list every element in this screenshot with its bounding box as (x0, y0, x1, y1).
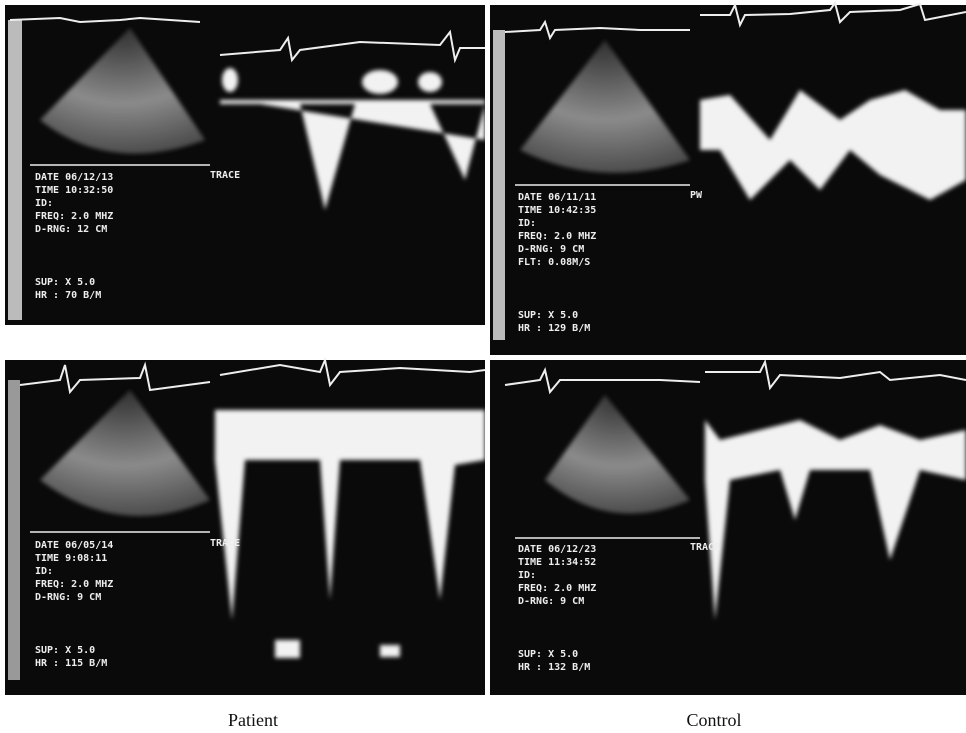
screen-text: DATE 06/12/23 (518, 544, 596, 555)
screen-text: TIME 9:08:11 (35, 553, 107, 564)
screen-text: TIME 11:34:52 (518, 557, 596, 568)
screen-text: SUP: X 5.0 (518, 649, 578, 660)
panel (490, 5, 966, 355)
screen-text: HR : 132 B/M (518, 662, 590, 673)
screen-text: SUP: X 5.0 (35, 277, 95, 288)
screen-text: FREQ: 2.0 MHZ (35, 211, 113, 222)
screen-text: FREQ: 2.0 MHZ (518, 231, 596, 242)
screen-text: ID: (518, 218, 536, 229)
screen-text: FREQ: 2.0 MHZ (35, 579, 113, 590)
screen-text: D-RNG: 9 CM (518, 596, 584, 607)
screen-label: TRACE (690, 542, 720, 553)
screen-label: PW (690, 190, 703, 201)
caption: Patient (228, 710, 278, 730)
screen-text: FLT: 0.08M/S (518, 257, 590, 268)
screen-text: ID: (518, 570, 536, 581)
echo-images (40, 28, 690, 516)
screen-text: DATE 06/05/14 (35, 540, 113, 551)
screen-text: HR : 70 B/M (35, 290, 101, 301)
screen-text: D-RNG: 9 CM (518, 244, 584, 255)
doppler-spectra (215, 68, 966, 658)
grey-scale-bar (493, 30, 505, 340)
grey-scale-bar (8, 20, 22, 320)
screen-text: HR : 115 B/M (35, 658, 107, 669)
screen-text: ID: (35, 566, 53, 577)
screen-text: FREQ: 2.0 MHZ (518, 583, 596, 594)
screen-text: SUP: X 5.0 (35, 645, 95, 656)
screen-text: TIME 10:42:35 (518, 205, 596, 216)
screen-label: TRACE (210, 538, 240, 549)
caption: Control (686, 710, 741, 730)
screen-text: HR : 129 B/M (518, 323, 590, 334)
screen-text: D-RNG: 12 CM (35, 224, 107, 235)
screen-text: DATE 06/11/11 (518, 192, 596, 203)
screen-text: SUP: X 5.0 (518, 310, 578, 321)
screen-text: D-RNG: 9 CM (35, 592, 101, 603)
screen-text: TIME 10:32:50 (35, 185, 113, 196)
grey-scale-bar (8, 380, 20, 680)
screen-text: DATE 06/12/13 (35, 172, 113, 183)
screen-text: ID: (35, 198, 53, 209)
screen-rules (30, 164, 700, 539)
screen-label: TRACE (210, 170, 240, 181)
ecg-traces (9, 0, 966, 395)
